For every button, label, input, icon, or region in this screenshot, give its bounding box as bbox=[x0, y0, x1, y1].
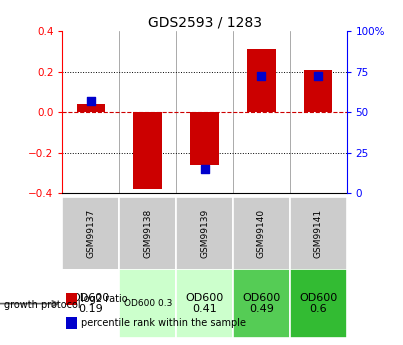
Point bbox=[258, 74, 265, 79]
Text: GSM99140: GSM99140 bbox=[257, 209, 266, 258]
Text: growth protocol: growth protocol bbox=[4, 300, 81, 310]
Bar bbox=[119, 197, 176, 271]
Text: GSM99138: GSM99138 bbox=[143, 209, 152, 258]
Bar bbox=[247, 49, 276, 112]
Text: OD600
0.41: OD600 0.41 bbox=[185, 293, 224, 314]
Text: log2 ratio: log2 ratio bbox=[81, 294, 127, 304]
Point bbox=[315, 74, 322, 79]
Bar bbox=[133, 112, 162, 189]
Bar bbox=[119, 269, 176, 338]
Text: OD600
0.6: OD600 0.6 bbox=[299, 293, 337, 314]
Bar bbox=[290, 269, 347, 338]
Title: GDS2593 / 1283: GDS2593 / 1283 bbox=[147, 16, 262, 30]
Text: OD600
0.19: OD600 0.19 bbox=[72, 293, 110, 314]
Text: GSM99141: GSM99141 bbox=[314, 209, 323, 258]
Bar bbox=[176, 269, 233, 338]
Bar bbox=[62, 197, 119, 271]
Bar bbox=[77, 104, 105, 112]
Bar bbox=[304, 70, 332, 112]
Bar bbox=[290, 197, 347, 271]
Bar bbox=[190, 112, 219, 165]
Point bbox=[88, 98, 94, 104]
Text: OD600
0.49: OD600 0.49 bbox=[242, 293, 280, 314]
Bar bbox=[233, 197, 290, 271]
Text: percentile rank within the sample: percentile rank within the sample bbox=[81, 318, 245, 328]
Text: GSM99139: GSM99139 bbox=[200, 209, 209, 258]
Bar bbox=[233, 269, 290, 338]
Text: GSM99137: GSM99137 bbox=[86, 209, 96, 258]
Text: OD600 0.3: OD600 0.3 bbox=[123, 299, 172, 308]
Point bbox=[202, 166, 208, 171]
Bar bbox=[176, 197, 233, 271]
Bar bbox=[62, 269, 119, 338]
